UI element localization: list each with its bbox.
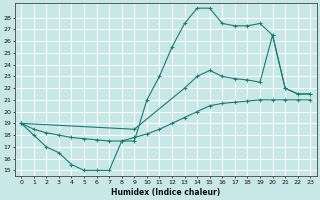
- X-axis label: Humidex (Indice chaleur): Humidex (Indice chaleur): [111, 188, 220, 197]
